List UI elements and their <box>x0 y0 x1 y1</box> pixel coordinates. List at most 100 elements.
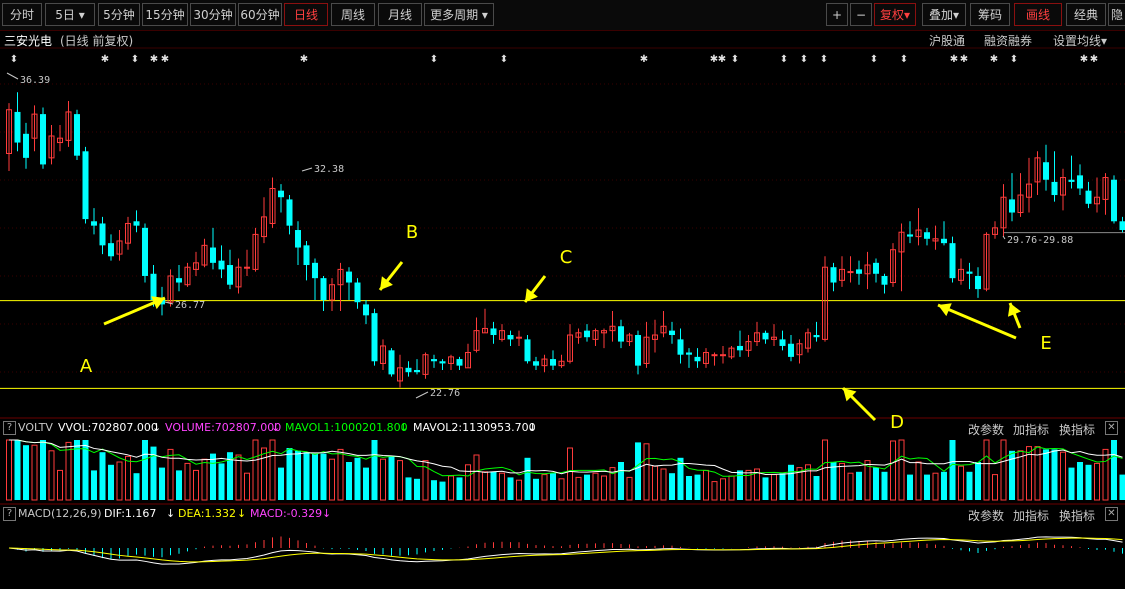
zoom-out-button[interactable]: − <box>850 3 872 26</box>
candle-body <box>388 350 395 375</box>
volume-bar <box>269 439 276 501</box>
volume-bar <box>1068 467 1075 500</box>
period-30min-button[interactable]: 30分钟 <box>190 3 236 26</box>
volume-bar <box>150 446 157 500</box>
candle-body <box>354 282 361 303</box>
help-icon[interactable]: ? <box>3 421 16 435</box>
volume-bar <box>805 464 811 501</box>
volume-bar <box>507 477 514 500</box>
period-5day-button[interactable]: 5日 ▾ <box>45 3 95 26</box>
candle-body <box>677 339 684 355</box>
down-arrow-icon: ↓ <box>399 421 409 434</box>
volume-bar <box>1111 440 1117 500</box>
candle-body <box>82 151 89 220</box>
candle-body <box>669 330 675 336</box>
candle-body <box>694 356 701 362</box>
period-weekly-button[interactable]: 周线 <box>331 3 375 26</box>
close-icon[interactable]: ✕ <box>1105 507 1118 521</box>
volume-bar <box>405 477 412 500</box>
dea-value: DEA:1.332 <box>178 507 236 520</box>
classic-button[interactable]: 经典 <box>1066 3 1106 26</box>
period-monthly-button[interactable]: 月线 <box>378 3 422 26</box>
volume-bar <box>235 454 242 501</box>
period-60min-button[interactable]: 60分钟 <box>238 3 282 26</box>
more-periods-button[interactable]: 更多周期 ▾ <box>424 3 494 26</box>
candle-body <box>745 341 752 351</box>
switch-indicator-button[interactable]: 换指标 <box>1059 509 1096 523</box>
candle-body <box>99 223 106 246</box>
event-mark-icon: ✱ <box>718 54 726 65</box>
volume-bar <box>652 465 658 501</box>
candle-body <box>23 133 29 158</box>
period-fenshi-button[interactable]: 分时 <box>2 3 42 26</box>
volume-bar <box>584 474 590 500</box>
candle-body <box>771 336 777 340</box>
hugutong-link[interactable]: 沪股通 <box>929 34 966 48</box>
yellow-arrow-head <box>1007 303 1021 317</box>
volume-bar <box>1051 449 1058 500</box>
edit-params-button[interactable]: 改参数 <box>968 509 1005 523</box>
chevron-down-icon: ▾ <box>78 8 85 22</box>
volume-bar <box>286 448 293 500</box>
candle-body <box>915 229 922 238</box>
chip-distribution-button[interactable]: 筹码 <box>970 3 1010 26</box>
candle-body <box>91 221 97 226</box>
overlay-button[interactable]: 叠加▾ <box>922 3 966 26</box>
candle-body <box>261 216 267 238</box>
volume-bar <box>23 445 29 500</box>
candle-body <box>737 345 743 351</box>
ma-settings-button[interactable]: 设置均线▾ <box>1053 32 1107 49</box>
volume-bar <box>890 440 896 501</box>
volume-bar <box>686 476 692 500</box>
volume-bar <box>601 475 607 501</box>
volume-bar <box>941 471 947 500</box>
volume-indicator-label: VOLTV <box>18 421 53 434</box>
candle-body <box>975 275 981 290</box>
period-daily-button[interactable]: 日线 <box>284 3 328 26</box>
switch-indicator-button[interactable]: 换指标 <box>1059 423 1096 437</box>
mavol2-line <box>9 439 1123 475</box>
candle-body <box>567 334 573 362</box>
fuquan-button[interactable]: 复权▾ <box>874 3 916 26</box>
stock-name: 三安光电 <box>4 34 53 48</box>
candle-body <box>805 332 811 349</box>
volume-bar <box>966 471 973 500</box>
candle-body <box>320 278 327 301</box>
volume-bar <box>881 471 888 500</box>
volume-bar <box>354 457 361 500</box>
candle-body <box>1026 183 1032 198</box>
price-annotation: 26.77 <box>175 300 205 311</box>
edit-params-button[interactable]: 改参数 <box>968 423 1005 437</box>
period-15min-button[interactable]: 15分钟 <box>142 3 188 26</box>
candle-body <box>516 336 522 339</box>
help-icon[interactable]: ? <box>3 507 16 521</box>
period-5min-button[interactable]: 5分钟 <box>98 3 140 26</box>
close-icon[interactable]: ✕ <box>1105 421 1118 435</box>
margin-trading-link[interactable]: 融资融券 <box>984 34 1033 48</box>
volume-bar <box>609 467 616 501</box>
candle-body <box>720 354 726 357</box>
volume-bar <box>167 448 174 501</box>
candle-body <box>949 243 956 279</box>
add-indicator-button[interactable]: 加指标 <box>1013 509 1050 523</box>
volume-bar <box>329 458 335 501</box>
candle-body <box>822 266 828 340</box>
annotation-pointer <box>301 167 313 172</box>
candle-body <box>201 244 208 266</box>
add-indicator-button[interactable]: 加指标 <box>1013 423 1050 437</box>
volume-bar <box>1102 448 1109 501</box>
zoom-in-button[interactable]: + <box>826 3 848 26</box>
candle-body <box>473 330 480 351</box>
yellow-arrow-head <box>843 388 857 402</box>
volume-bar <box>133 473 140 500</box>
candle-body <box>14 111 21 143</box>
candle-body <box>371 313 378 362</box>
hide-button[interactable]: 隐 <box>1108 3 1125 26</box>
event-mark-icon: ⬍ <box>780 54 788 65</box>
candle-body <box>907 234 913 237</box>
draw-line-button[interactable]: 画线 <box>1014 3 1062 26</box>
candle-body <box>235 266 242 288</box>
candle-body <box>490 328 497 336</box>
dif-value: DIF:1.167 <box>104 507 157 520</box>
